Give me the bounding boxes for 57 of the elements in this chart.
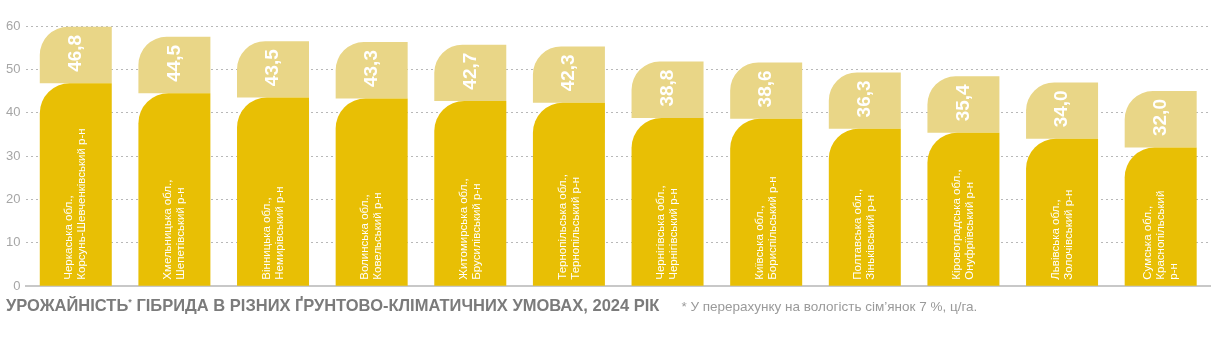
y-tick-label: 0 [13,277,21,293]
bar [828,72,901,129]
x-tick-label: Чернігівська обл., Чернігівський р-н [654,185,680,280]
bar [434,44,507,102]
bar [138,36,211,94]
bar [39,83,112,286]
x-tick-label: Сумська обл., Краснопільський р-н [1140,190,1179,280]
data-label: 43,3 [359,50,381,88]
data-label: 44,5 [162,44,184,82]
data-label: 42,7 [458,52,480,90]
bar [927,76,1000,133]
bar [335,42,408,99]
bar [138,93,211,286]
y-tick-label: 30 [5,147,21,163]
y-tick-label: 60 [5,17,21,33]
bar [631,117,704,286]
text: УРОЖАЙНІСТЬ$^{*}$ ГІБРИДА В РІЗНИХ ҐРУНТОВО-КЛІМАТИЧНИХ УМОВАХ, 2024 РІК [6,296,660,315]
data-label: 43,5 [261,48,283,87]
data-label: 38,8 [655,69,677,107]
x-tick-label: Черкаська обл., Корсунь-Шевченківський р-н [62,128,88,280]
bar [1026,82,1099,139]
x-tick-label: Тернопільська обл., Тернопільський р-н [555,174,581,280]
y-tick-label: 50 [5,60,21,76]
data-label: 38,6 [754,70,776,108]
bar [1124,91,1197,148]
text: * У перерахунку на вологість сім’янок 7 %, ц/га. [681,299,978,314]
y-tick-label: 20 [5,191,21,207]
y-tick-label: 10 [5,234,21,250]
bar [730,118,803,286]
bar [237,41,310,98]
x-tick-label: Волинська обл., Ковельський р-н [358,192,384,280]
bar [532,102,605,286]
data-label: 42,3 [557,54,579,92]
bar [532,46,605,103]
x-tick-label: Полтавська обл., Зіньківський р-н [851,188,877,280]
bar [1026,138,1099,286]
data-label: 32,0 [1148,99,1170,137]
bar [434,101,507,286]
x-tick-label: Львівська обл., Золочівський р-н [1048,189,1074,280]
x-tick-label: Хмельницька обл., Шепетівський р-н [161,179,187,280]
bar [927,132,1000,286]
data-label: 34,0 [1050,90,1072,128]
bar [631,61,704,118]
x-tick-label: Житомирська обл., Брусилівський р-н [456,178,482,280]
bar [828,128,901,286]
bar [39,26,112,84]
bar [730,62,803,119]
data-label: 35,4 [951,83,973,122]
data-label: 46,8 [64,34,86,72]
y-tick-label: 40 [5,104,21,120]
bar [237,97,310,286]
data-label: 36,3 [853,80,875,118]
bar [335,98,408,286]
x-tick-label: Кіровоградська обл., Онуфріївський р-н [950,169,976,280]
x-tick-label: Київська обл., Бориспільський р-н [752,176,778,280]
x-tick-label: Вінницька обл., Немирівський р-н [259,186,285,280]
bar [1124,147,1197,286]
